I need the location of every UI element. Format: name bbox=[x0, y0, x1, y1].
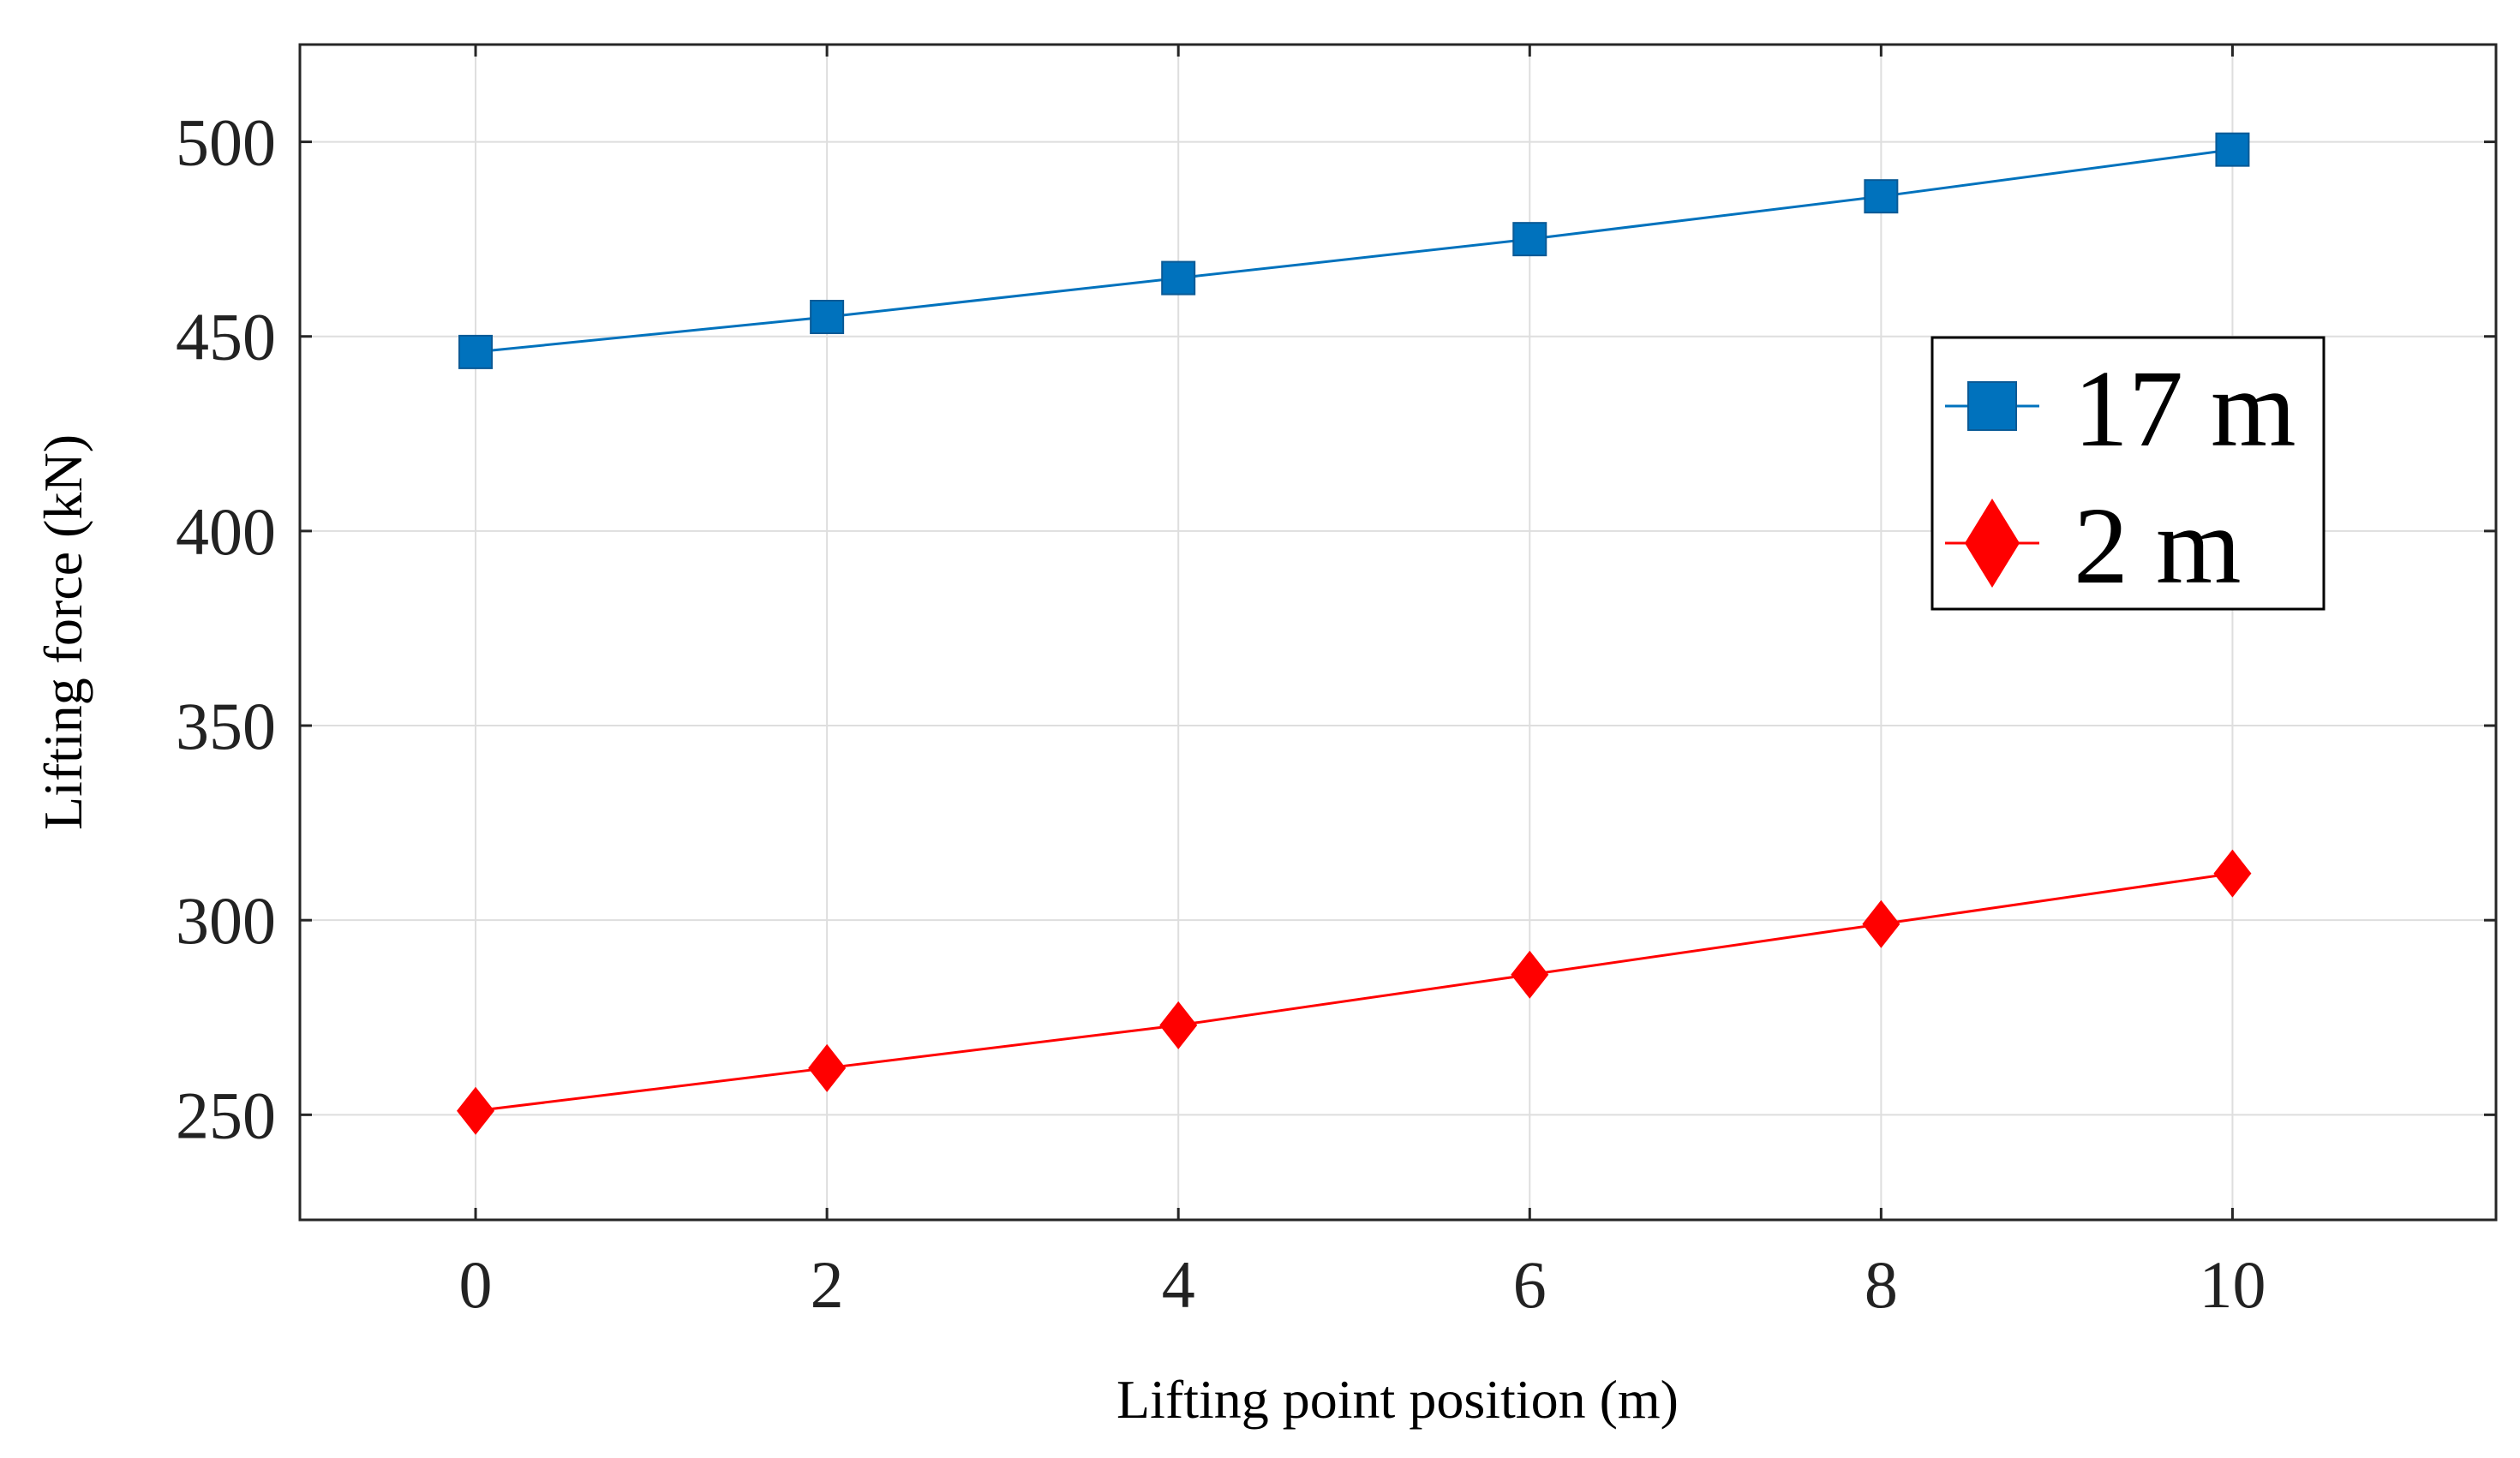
y-tick-label: 450 bbox=[176, 300, 276, 374]
x-tick-label: 6 bbox=[1513, 1247, 1547, 1322]
series-line-2m bbox=[475, 872, 2233, 1113]
tick-labels: 0 2 4 6 8 10 250 300 350 400 450 500 bbox=[176, 45, 2496, 1322]
data-point-2m bbox=[1511, 950, 1549, 999]
legend-marker-2m bbox=[1965, 499, 2020, 588]
y-tick-label: 400 bbox=[176, 494, 276, 569]
x-tick-label: 0 bbox=[459, 1247, 493, 1322]
x-axis-title: Lifting point position (m) bbox=[1116, 1369, 1679, 1430]
legend-label-17m: 17 m bbox=[2074, 348, 2296, 469]
data-point-2m bbox=[1862, 899, 1900, 948]
y-axis-title: Lifting force (kN) bbox=[33, 434, 93, 830]
legend-label-2m: 2 m bbox=[2074, 485, 2242, 607]
data-point-2m bbox=[1159, 1001, 1198, 1049]
plot-area-frame bbox=[298, 43, 2498, 1222]
series-line-17m bbox=[475, 148, 2233, 354]
legend-marker-17m bbox=[1967, 381, 2017, 431]
data-point-2m bbox=[2213, 849, 2252, 898]
y-tick-label: 300 bbox=[176, 883, 276, 958]
data-point-17m bbox=[458, 334, 494, 369]
x-tick-label: 8 bbox=[1865, 1247, 1898, 1322]
y-tick-label: 500 bbox=[176, 105, 276, 180]
data-point-17m bbox=[1864, 179, 1899, 214]
x-tick-label: 2 bbox=[811, 1247, 844, 1322]
data-point-17m bbox=[810, 300, 845, 335]
x-tick-label: 10 bbox=[2199, 1247, 2266, 1322]
data-point-17m bbox=[1512, 222, 1547, 257]
series-layer bbox=[457, 132, 2252, 1135]
data-point-2m bbox=[808, 1043, 847, 1092]
x-tick-label: 4 bbox=[1162, 1247, 1195, 1322]
data-point-17m bbox=[2215, 132, 2250, 167]
data-point-17m bbox=[1161, 260, 1196, 296]
y-tick-label: 250 bbox=[176, 1078, 276, 1152]
data-point-2m bbox=[457, 1086, 495, 1135]
legend: 17 m 2 m bbox=[1930, 336, 2325, 611]
y-tick-label: 350 bbox=[176, 689, 276, 763]
